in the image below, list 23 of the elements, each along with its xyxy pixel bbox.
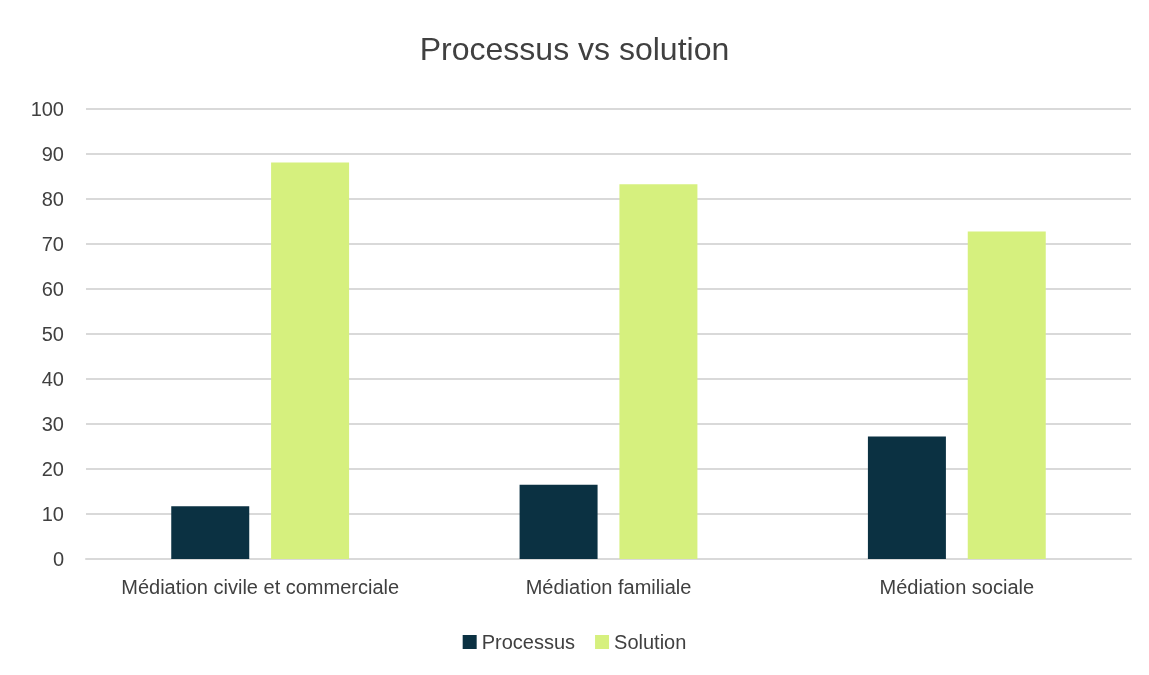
bar (271, 162, 350, 559)
x-tick-label: Médiation familiale (525, 576, 692, 598)
y-tick-label: 30 (41, 413, 64, 435)
legend-label: Solution (614, 631, 687, 653)
bar (519, 484, 598, 559)
chart-title: Processus vs solution (419, 31, 730, 67)
y-tick-label: 0 (52, 548, 64, 570)
x-tick-label: Médiation sociale (879, 576, 1035, 598)
y-tick-label: 20 (41, 458, 64, 480)
y-tick-label: 100 (30, 98, 64, 120)
bar (619, 184, 698, 559)
y-tick-label: 50 (41, 323, 64, 345)
bar (967, 231, 1046, 559)
x-tick-label: Médiation civile et commerciale (121, 576, 400, 598)
y-tick-label: 70 (41, 233, 64, 255)
y-tick-label: 40 (41, 368, 64, 390)
y-tick-label: 90 (41, 143, 64, 165)
y-tick-label: 80 (41, 188, 64, 210)
y-tick-label: 10 (41, 503, 64, 525)
legend-label: Processus (481, 631, 576, 653)
bar (171, 506, 250, 559)
bar (867, 436, 946, 559)
y-tick-label: 60 (41, 278, 64, 300)
